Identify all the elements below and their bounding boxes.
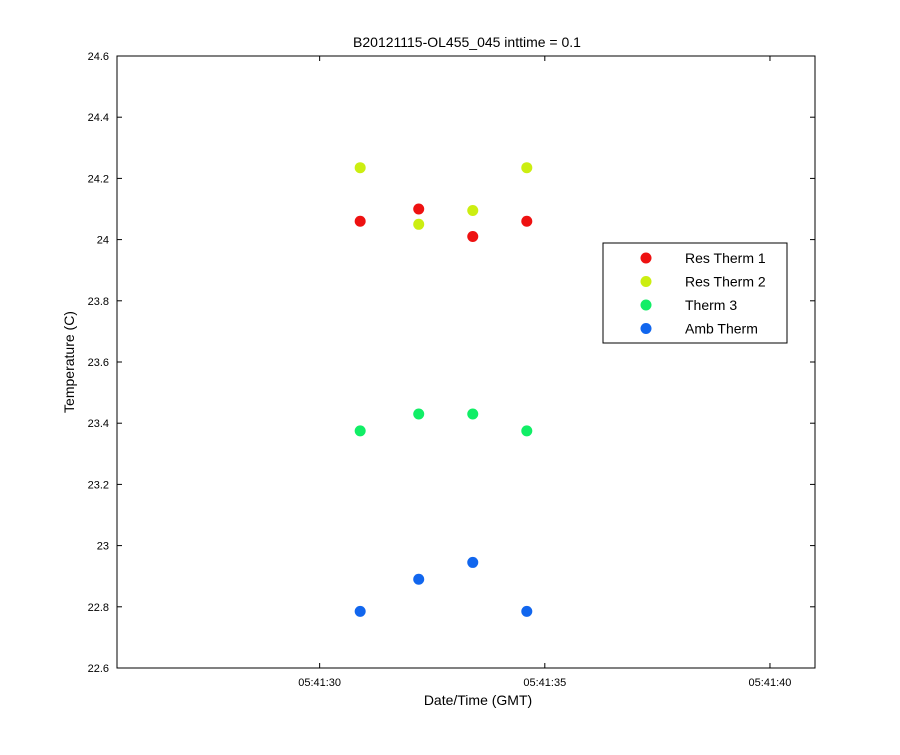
- legend-label: Amb Therm: [685, 321, 758, 337]
- legend-label: Res Therm 1: [685, 250, 766, 266]
- data-point-series-2: [413, 218, 425, 230]
- data-point-series-3: [467, 408, 479, 420]
- data-point-series-1: [413, 203, 425, 215]
- data-point-series-4: [354, 605, 366, 617]
- data-point-series-2: [467, 205, 479, 217]
- y-tick-label: 24.6: [88, 51, 109, 63]
- y-tick-label: 22.8: [88, 602, 109, 614]
- plot-area: [116, 55, 816, 669]
- data-point-series-2: [354, 162, 366, 174]
- legend-marker: [640, 299, 652, 311]
- chart-title: B20121115-OL455_045 inttime = 0.1: [353, 34, 581, 50]
- y-tick-label: 23: [97, 541, 109, 553]
- legend-box: [602, 242, 788, 344]
- legend-marker: [640, 276, 652, 287]
- legend-marker: [640, 252, 652, 264]
- x-tick-label: 05:41:35: [523, 677, 566, 689]
- data-point-series-1: [467, 231, 479, 243]
- y-tick-label: 24.4: [88, 112, 109, 124]
- legend-marker: [640, 323, 652, 334]
- x-tick-label: 05:41:30: [298, 677, 341, 689]
- y-tick-label: 23.8: [88, 296, 109, 308]
- data-point-series-4: [467, 556, 479, 568]
- legend-label: Res Therm 2: [685, 274, 766, 290]
- x-axis-label: Date/Time (GMT): [424, 692, 532, 708]
- data-point-series-3: [354, 425, 366, 437]
- data-point-series-4: [413, 573, 425, 585]
- x-axis: 05:41:30 05:41:35 05:41:40: [298, 56, 791, 689]
- data-points: [354, 162, 533, 617]
- legend-label: Therm 3: [685, 297, 737, 313]
- data-point-series-1: [354, 215, 366, 227]
- y-tick-label: 22.6: [88, 663, 109, 675]
- y-tick-label: 23.6: [88, 357, 109, 369]
- data-point-series-1: [521, 215, 533, 227]
- x-tick-label: 05:41:40: [749, 677, 792, 689]
- data-point-series-3: [413, 408, 425, 420]
- data-point-series-4: [521, 605, 533, 617]
- y-axis: 22.6 22.8 23 23.2 23.4 23.6 23.8 24 24.2 24.4 24.6: [88, 51, 815, 675]
- y-axis-label: Temperature (C): [61, 311, 77, 413]
- data-point-series-3: [521, 425, 533, 437]
- y-tick-label: 23.4: [88, 418, 109, 430]
- legend: Res Therm 1 Res Therm 2 Therm 3 Amb Therm: [602, 242, 788, 344]
- y-tick-label: 23.2: [88, 479, 109, 491]
- y-tick-label: 24: [97, 235, 109, 247]
- y-tick-label: 24.2: [88, 173, 109, 185]
- data-point-series-2: [521, 162, 533, 174]
